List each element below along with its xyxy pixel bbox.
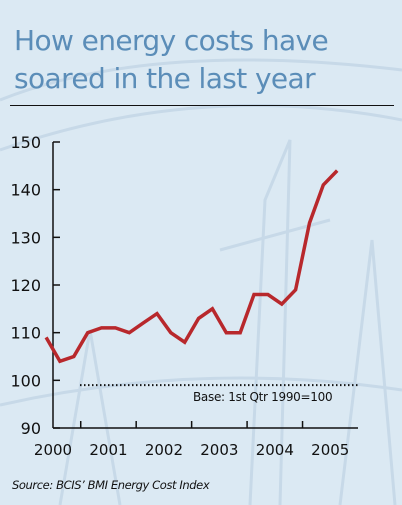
x-tick-label: 2004 <box>256 441 294 459</box>
y-tick-label: 150 <box>10 133 41 152</box>
x-tick-label: 2005 <box>311 441 349 459</box>
y-tick-label: 130 <box>10 228 41 247</box>
y-tick-label: 140 <box>10 181 41 200</box>
y-tick-label: 120 <box>10 276 41 295</box>
x-tick-label: 2002 <box>145 441 183 459</box>
y-tick-label: 90 <box>21 419 41 438</box>
energy-cost-line <box>44 169 339 364</box>
base-note: Base: 1st Qtr 1990=100 <box>193 390 333 404</box>
y-tick-label: 110 <box>10 324 41 343</box>
x-tick-label: 2003 <box>200 441 238 459</box>
chart-title: How energy costs have soared in the last… <box>14 24 329 95</box>
x-tick-label: 2001 <box>89 441 127 459</box>
title-divider <box>10 105 394 106</box>
x-tick-label: 2000 <box>34 441 72 459</box>
y-tick-label: 100 <box>10 371 41 390</box>
source-note: Source: BCIS’ BMI Energy Cost Index <box>12 478 210 492</box>
